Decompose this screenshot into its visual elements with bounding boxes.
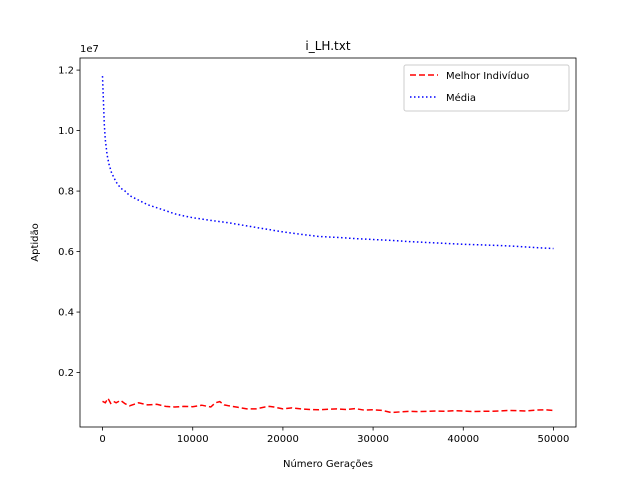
y-axis-offset-label: 1e7 xyxy=(80,44,99,55)
y-tick-label: 0.4 xyxy=(58,308,74,319)
series-line-1 xyxy=(101,76,554,250)
x-tick-label: 50000 xyxy=(538,434,570,445)
legend-label: Melhor Indivíduo xyxy=(446,70,529,82)
legend-label: Média xyxy=(446,92,476,104)
x-axis-label: Número Gerações xyxy=(283,458,373,470)
legend-frame xyxy=(403,64,570,112)
plot-lines xyxy=(101,76,554,414)
x-tick-label: 30000 xyxy=(357,434,389,445)
legend: Melhor Indivíduo Média xyxy=(403,64,570,112)
axes-frame xyxy=(79,57,577,428)
y-tick-label: 0.6 xyxy=(58,247,74,258)
x-tick-label: 0 xyxy=(99,434,105,445)
x-axis-ticks: 0 10000 20000 30000 40000 50000 xyxy=(99,427,569,445)
y-tick-label: 1.2 xyxy=(58,66,74,77)
x-tick-label: 20000 xyxy=(267,434,299,445)
y-axis-label: Aptidão xyxy=(30,223,41,261)
x-tick-label: 40000 xyxy=(447,434,479,445)
chart-title: i_LH.txt xyxy=(305,39,350,53)
series-line-0 xyxy=(102,396,554,414)
y-tick-label: 1.0 xyxy=(58,126,74,137)
x-tick-label: 10000 xyxy=(177,434,209,445)
y-tick-label: 0.2 xyxy=(58,368,74,379)
y-axis-ticks: 0.2 0.4 0.6 0.8 1.0 1.2 xyxy=(58,66,80,379)
y-tick-label: 0.8 xyxy=(58,187,74,198)
